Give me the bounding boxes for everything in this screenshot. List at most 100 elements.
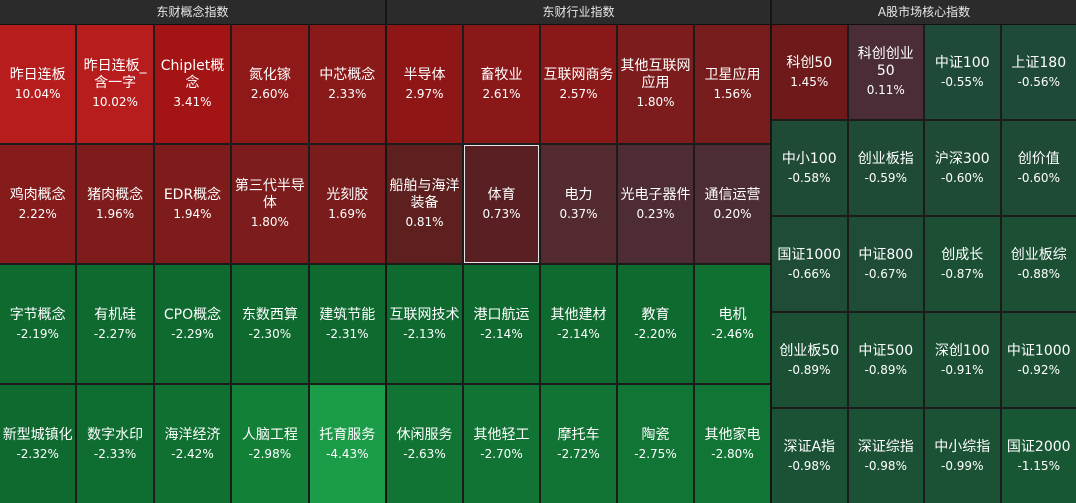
heatmap-tile[interactable]: 上证180 -0.56%: [1001, 25, 1076, 119]
heatmap-tile[interactable]: 电机 -2.46%: [695, 265, 770, 383]
heatmap-tile[interactable]: 昨日连板_含一字 10.02%: [77, 25, 153, 143]
heatmap-tile[interactable]: 猪肉概念 1.96%: [77, 145, 153, 263]
tile-change-percent: -4.43%: [326, 446, 369, 461]
tile-name: 有机硅: [94, 306, 137, 323]
heatmap-tile[interactable]: 建筑节能 -2.31%: [309, 265, 385, 383]
tile-change-percent: -0.89%: [864, 362, 907, 377]
heatmap-tile[interactable]: 其他建材 -2.14%: [541, 265, 616, 383]
tile-change-percent: 2.22%: [18, 206, 57, 221]
heatmap-tile[interactable]: 摩托车 -2.72%: [541, 385, 616, 503]
tile-name: 创业板综: [1010, 246, 1067, 263]
heatmap-tile[interactable]: EDR概念 1.94%: [154, 145, 231, 263]
tile-name: 创业板50: [779, 342, 840, 359]
heatmap-tile[interactable]: 互联网技术 -2.13%: [387, 265, 462, 383]
tile-change-percent: -2.29%: [171, 326, 214, 341]
tile-change-percent: 3.41%: [173, 95, 212, 109]
tile-change-percent: -2.20%: [634, 326, 677, 341]
tile-change-percent: -0.92%: [1017, 362, 1060, 377]
heatmap-tile[interactable]: CPO概念 -2.29%: [154, 265, 231, 383]
tile-name: 新型城镇化: [2, 426, 73, 443]
tile-name: 托育服务: [319, 426, 376, 443]
heatmap-tile[interactable]: 互联网商务 2.57%: [541, 25, 616, 143]
tile-name: 海洋经济: [164, 426, 221, 443]
heatmap-tile[interactable]: 陶瓷 -2.75%: [618, 385, 693, 503]
heatmap-tile[interactable]: 创价值 -0.60%: [1001, 121, 1076, 215]
heatmap-tile[interactable]: 海洋经济 -2.42%: [154, 385, 231, 503]
tile-change-percent: -0.98%: [864, 458, 907, 473]
heatmap-tile[interactable]: 数字水印 -2.33%: [77, 385, 153, 503]
tile-change-percent: 1.56%: [713, 86, 752, 101]
heatmap-tile[interactable]: 深证综指 -0.98%: [848, 409, 923, 503]
heatmap-tile[interactable]: 昨日连板 10.04%: [0, 25, 76, 143]
heatmap-tile[interactable]: 深创100 -0.91%: [925, 313, 1000, 407]
heatmap-tile[interactable]: 其他互联网应用 1.80%: [618, 25, 693, 143]
heatmap-tile[interactable]: 深证A指 -0.98%: [772, 409, 847, 503]
heatmap-tile[interactable]: 创业板综 -0.88%: [1001, 217, 1076, 311]
heatmap-tile[interactable]: 光刻胶 1.69%: [309, 145, 385, 263]
tile-name: 建筑节能: [319, 306, 376, 323]
industry-index-heatmap: 半导体 2.97% 畜牧业 2.61% 互联网商务 2.57% 其他互联网应用 1.80% 卫星…: [387, 25, 770, 503]
heatmap-tile[interactable]: 卫星应用 1.56%: [695, 25, 770, 143]
heatmap-tile[interactable]: 新型城镇化 -2.32%: [0, 385, 76, 503]
heatmap-tile[interactable]: 科创50 1.45%: [772, 25, 847, 119]
tile-name: 国证2000: [1006, 438, 1071, 455]
heatmap-tile[interactable]: 船舶与海洋装备 0.81%: [387, 145, 462, 263]
tile-name: 畜牧业: [480, 66, 523, 83]
heatmap-tile[interactable]: 中芯概念 2.33%: [309, 25, 385, 143]
tile-name: 光刻胶: [326, 186, 369, 203]
heatmap-tile[interactable]: 有机硅 -2.27%: [77, 265, 153, 383]
heatmap-tile[interactable]: 港口航运 -2.14%: [464, 265, 539, 383]
heatmap-tile[interactable]: 中证800 -0.67%: [848, 217, 923, 311]
heatmap-tile[interactable]: 中证1000 -0.92%: [1001, 313, 1076, 407]
tile-change-percent: 2.60%: [250, 86, 289, 101]
heatmap-tile[interactable]: 教育 -2.20%: [618, 265, 693, 383]
heatmap-tile[interactable]: 畜牧业 2.61%: [464, 25, 539, 143]
tile-name: 科创创业50: [857, 46, 914, 79]
tile-name: 深证综指: [857, 438, 914, 455]
heatmap-tile[interactable]: 人脑工程 -2.98%: [232, 385, 308, 503]
heatmap-tile[interactable]: Chiplet概念 3.41%: [154, 25, 231, 143]
tile-name: 字节概念: [9, 306, 66, 323]
heatmap-tile[interactable]: 第三代半导体 1.80%: [232, 145, 308, 263]
heatmap-tile[interactable]: 沪深300 -0.60%: [925, 121, 1000, 215]
heatmap-tile[interactable]: 创业板指 -0.59%: [848, 121, 923, 215]
heatmap-tile[interactable]: 中证500 -0.89%: [848, 313, 923, 407]
heatmap-tile[interactable]: 氮化镓 2.60%: [232, 25, 308, 143]
heatmap-tile[interactable]: 创业板50 -0.89%: [772, 313, 847, 407]
heatmap-tile[interactable]: 字节概念 -2.19%: [0, 265, 76, 383]
panel-title: 东财行业指数: [387, 0, 770, 25]
tile-change-percent: 1.69%: [328, 206, 367, 221]
heatmap-tile[interactable]: 东数西算 -2.30%: [232, 265, 308, 383]
heatmap-tile[interactable]: 半导体 2.97%: [387, 25, 462, 143]
tile-name: 中证500: [858, 342, 914, 359]
heatmap-tile[interactable]: 其他轻工 -2.70%: [464, 385, 539, 503]
heatmap-tile[interactable]: 科创创业50 0.11%: [848, 25, 923, 119]
heatmap-tile[interactable]: 其他家电 -2.80%: [695, 385, 770, 503]
tile-change-percent: -2.75%: [634, 446, 677, 461]
tile-change-percent: 10.02%: [92, 95, 138, 109]
heatmap-tile[interactable]: 通信运营 0.20%: [695, 145, 770, 263]
tile-change-percent: 0.73%: [482, 206, 521, 221]
tile-change-percent: -1.15%: [1017, 458, 1060, 473]
tile-name: 深创100: [934, 342, 990, 359]
heatmap-tile[interactable]: 体育 0.73%: [464, 145, 539, 263]
heatmap-tile[interactable]: 托育服务 -4.43%: [309, 385, 385, 503]
tile-name: 其他互联网应用: [620, 58, 691, 91]
heatmap-tile[interactable]: 中小100 -0.58%: [772, 121, 847, 215]
panel-divider: [770, 0, 772, 503]
heatmap-tile[interactable]: 中小综指 -0.99%: [925, 409, 1000, 503]
tile-change-percent: 0.81%: [405, 215, 444, 229]
tile-change-percent: -2.46%: [711, 326, 754, 341]
heatmap-tile[interactable]: 国证2000 -1.15%: [1001, 409, 1076, 503]
heatmap-tile[interactable]: 光电子器件 0.23%: [618, 145, 693, 263]
tile-change-percent: -2.72%: [557, 446, 600, 461]
heatmap-tile[interactable]: 电力 0.37%: [541, 145, 616, 263]
heatmap-tile[interactable]: 中证100 -0.55%: [925, 25, 1000, 119]
heatmap-tile[interactable]: 国证1000 -0.66%: [772, 217, 847, 311]
tile-name: 休闲服务: [396, 426, 453, 443]
tile-change-percent: -2.31%: [326, 326, 369, 341]
heatmap-tile[interactable]: 休闲服务 -2.63%: [387, 385, 462, 503]
heatmap-tile[interactable]: 创成长 -0.87%: [925, 217, 1000, 311]
heatmap-tile[interactable]: 鸡肉概念 2.22%: [0, 145, 76, 263]
tile-name: 数字水印: [87, 426, 144, 443]
